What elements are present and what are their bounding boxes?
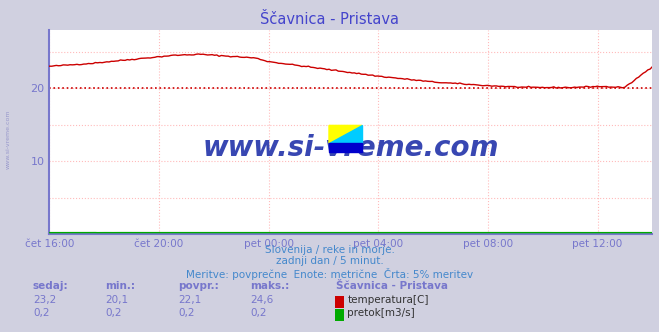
Text: 23,2: 23,2 [33,295,56,305]
Text: 0,2: 0,2 [250,308,267,318]
Text: zadnji dan / 5 minut.: zadnji dan / 5 minut. [275,256,384,266]
Text: Slovenija / reke in morje.: Slovenija / reke in morje. [264,245,395,255]
Polygon shape [329,125,362,143]
Text: Ščavnica - Pristava: Ščavnica - Pristava [336,281,448,291]
Text: temperatura[C]: temperatura[C] [347,295,429,305]
Text: www.si-vreme.com: www.si-vreme.com [203,134,499,162]
Text: Meritve: povprečne  Enote: metrične  Črta: 5% meritev: Meritve: povprečne Enote: metrične Črta:… [186,268,473,280]
Text: 22,1: 22,1 [178,295,201,305]
Bar [329,143,362,152]
Text: povpr.:: povpr.: [178,281,219,291]
Text: 0,2: 0,2 [105,308,122,318]
Polygon shape [329,125,362,143]
Text: 0,2: 0,2 [33,308,49,318]
Text: Ščavnica - Pristava: Ščavnica - Pristava [260,12,399,27]
Text: maks.:: maks.: [250,281,290,291]
Text: 20,1: 20,1 [105,295,129,305]
Text: 0,2: 0,2 [178,308,194,318]
Text: www.si-vreme.com: www.si-vreme.com [5,110,11,169]
Text: 24,6: 24,6 [250,295,273,305]
Text: sedaj:: sedaj: [33,281,69,291]
Text: pretok[m3/s]: pretok[m3/s] [347,308,415,318]
Text: min.:: min.: [105,281,136,291]
